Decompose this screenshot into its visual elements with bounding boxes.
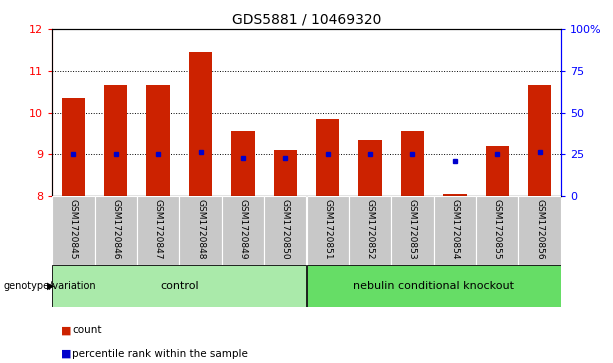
Bar <box>306 196 349 265</box>
Bar <box>443 194 466 196</box>
Text: GSM1720850: GSM1720850 <box>281 200 290 260</box>
Text: nebulin conditional knockout: nebulin conditional knockout <box>353 281 514 291</box>
Text: GSM1720854: GSM1720854 <box>451 200 459 260</box>
Text: GSM1720855: GSM1720855 <box>493 200 502 260</box>
Bar <box>264 196 306 265</box>
Bar <box>222 196 264 265</box>
Bar <box>476 196 519 265</box>
Text: GSM1720846: GSM1720846 <box>111 200 120 260</box>
Bar <box>485 146 509 196</box>
Bar <box>179 196 222 265</box>
Bar <box>273 150 297 196</box>
Bar <box>147 85 170 196</box>
Bar <box>434 196 476 265</box>
Text: control: control <box>160 281 199 291</box>
Bar <box>52 196 94 265</box>
Bar <box>94 196 137 265</box>
Bar <box>52 265 306 307</box>
Bar <box>62 98 85 196</box>
Bar <box>306 265 561 307</box>
Text: GSM1720845: GSM1720845 <box>69 200 78 260</box>
Text: genotype/variation: genotype/variation <box>3 281 96 291</box>
Text: GSM1720848: GSM1720848 <box>196 200 205 260</box>
Text: ■: ■ <box>61 349 72 359</box>
Bar <box>104 85 128 196</box>
Text: ■: ■ <box>61 325 72 335</box>
Text: ▶: ▶ <box>47 281 54 291</box>
Bar <box>391 196 433 265</box>
Bar <box>528 85 551 196</box>
Text: GSM1720851: GSM1720851 <box>323 200 332 260</box>
Text: GSM1720852: GSM1720852 <box>365 200 375 260</box>
Text: count: count <box>72 325 102 335</box>
Text: GSM1720853: GSM1720853 <box>408 200 417 260</box>
Text: GSM1720856: GSM1720856 <box>535 200 544 260</box>
Title: GDS5881 / 10469320: GDS5881 / 10469320 <box>232 12 381 26</box>
Bar <box>231 131 254 196</box>
Bar <box>349 196 391 265</box>
Text: GSM1720847: GSM1720847 <box>154 200 162 260</box>
Bar <box>401 131 424 196</box>
Bar <box>359 140 382 196</box>
Bar <box>316 119 340 196</box>
Text: GSM1720849: GSM1720849 <box>238 200 248 260</box>
Bar <box>519 196 561 265</box>
Bar <box>137 196 180 265</box>
Text: percentile rank within the sample: percentile rank within the sample <box>72 349 248 359</box>
Bar <box>189 52 212 196</box>
